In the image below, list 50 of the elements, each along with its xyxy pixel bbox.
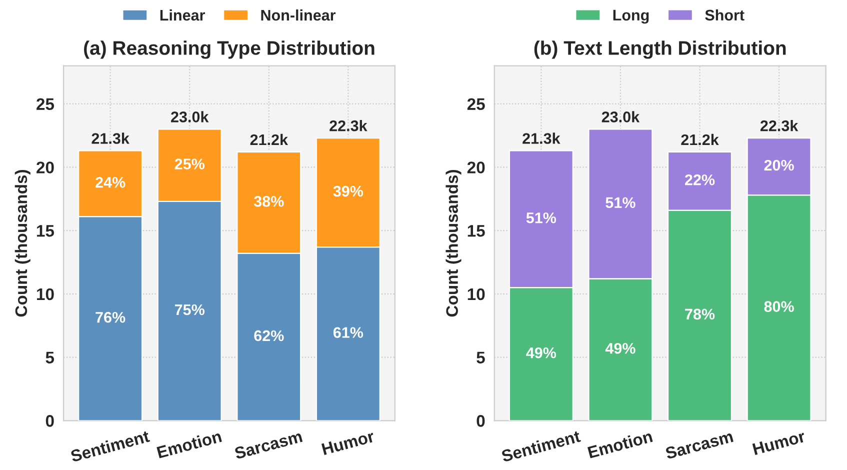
annotation: 49% [605,342,636,354]
annotation: 75% [174,304,204,316]
y-tick-label: 0 [46,415,54,427]
y-tick-label: 25 [467,98,485,110]
annotation: 38% [254,196,284,207]
annotation: 76% [96,312,126,323]
annotation: 51% [526,212,556,224]
annotation: 80% [764,301,794,312]
legend-label: Long [613,10,649,24]
chart-title: (b) Text Length Distribution [534,40,786,59]
y-tick-label: 20 [467,162,485,174]
y-tick-label: 5 [476,352,485,364]
annotation: 62% [254,330,284,342]
annotation: 24% [96,176,126,188]
y-axis-title: Count (thousands) [446,170,462,317]
annotation: 39% [333,186,364,197]
y-tick-label: 15 [468,225,485,237]
y-tick-label: 10 [468,288,485,300]
y-tick-label: 0 [476,415,485,427]
y-tick-label: 10 [37,288,54,300]
annotation: 51% [606,197,636,208]
y-tick-label: 25 [36,98,54,110]
annotation: 20% [764,160,794,171]
legend-label: Short [705,9,744,21]
total-label: 23.0k [171,111,209,122]
total-label: 21.3k [92,132,130,144]
y-tick-label: 15 [37,225,54,237]
annotation: 49% [526,347,556,358]
x-tick-label: Humor [321,430,376,456]
x-tick-label: Sarcasm [664,430,734,460]
annotation: 61% [333,327,364,338]
annotation: 22% [684,174,715,186]
legend-label: Linear [160,9,205,21]
x-tick-label: Humor [752,430,806,456]
total-label: 21.3k [522,132,560,144]
total-label: 23.0k [602,111,640,122]
y-axis-title: Count (thousands) [14,170,30,317]
annotation: 78% [685,308,715,320]
total-label: 21.2k [250,134,288,146]
total-label: 21.2k [681,134,719,146]
annotation: 25% [174,158,204,170]
y-tick-label: 20 [36,162,54,174]
y-tick-label: 5 [46,352,54,364]
x-tick-label: Emotion [156,430,222,458]
legend-label: Non-linear [261,9,336,21]
x-tick-label: Emotion [587,430,653,458]
chart-title: (a) Reasoning Type Distribution [84,40,374,59]
x-tick-label: Sarcasm [234,430,303,460]
total-label: 22.3k [760,120,798,132]
total-label: 22.3k [330,120,368,132]
